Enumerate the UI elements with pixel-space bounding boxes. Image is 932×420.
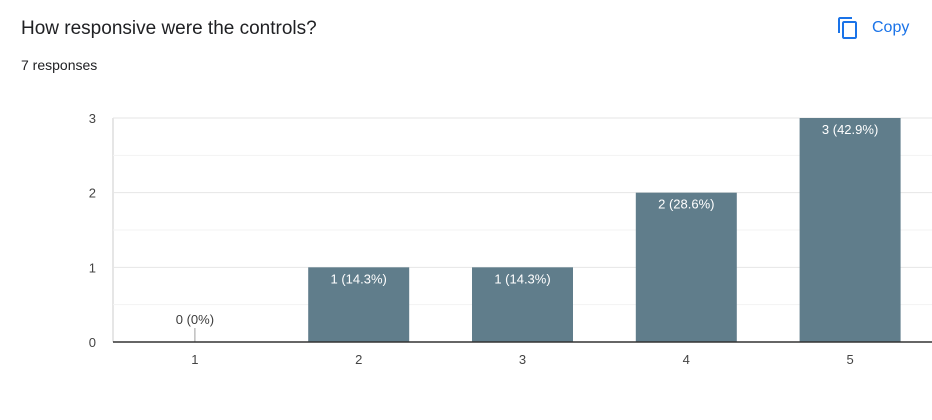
copy-label: Copy [872,19,910,36]
x-tick-label: 4 [683,352,690,367]
data-label: 2 (28.6%) [658,197,714,212]
copy-icon [836,16,860,40]
x-tick-label: 5 [846,352,853,367]
bar [308,267,410,342]
y-tick-label: 2 [89,186,96,201]
copy-button[interactable]: Copy [832,12,919,44]
bar [472,267,573,342]
data-label: 1 (14.3%) [331,271,387,286]
y-tick-label: 0 [89,335,96,350]
x-tick-label: 3 [519,352,526,367]
data-label: 1 (14.3%) [494,271,550,286]
question-title: How responsive were the controls? [21,18,317,39]
bar [635,192,737,342]
x-tick-label: 1 [191,352,198,367]
data-label: 3 (42.9%) [822,122,878,137]
bar [799,118,901,342]
y-tick-label: 3 [89,111,96,126]
data-label: 0 (0%) [176,312,214,327]
response-count: 7 responses [21,57,98,73]
x-tick-label: 2 [355,352,362,367]
y-tick-label: 1 [89,260,96,275]
